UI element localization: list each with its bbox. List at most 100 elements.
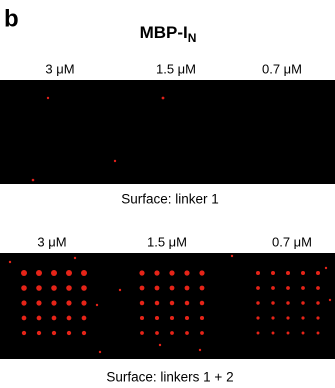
panel-title: MBP-IN (140, 23, 197, 45)
spot (81, 300, 86, 305)
microscopy-image (0, 80, 335, 184)
surface-caption: Surface: linkers 1 + 2 (106, 370, 233, 385)
spot (256, 286, 260, 290)
concentration-label: 1.5 μM (147, 234, 187, 249)
spot (52, 316, 57, 321)
spot (199, 270, 204, 275)
spot (271, 316, 274, 319)
concentration-label: 3 μM (37, 234, 66, 249)
spot (155, 331, 159, 335)
spot (185, 301, 189, 305)
concentration-label: 0.7 μM (272, 234, 312, 249)
spot (301, 286, 305, 290)
title-main: MBP-I (140, 23, 188, 42)
concentration-label: 3 μM (45, 61, 74, 76)
concentration-label: 0.7 μM (262, 61, 302, 76)
spot (139, 270, 144, 275)
spot (155, 316, 159, 320)
stray-spot (9, 261, 11, 263)
spot (154, 270, 159, 275)
spot (51, 285, 57, 291)
spot (37, 316, 42, 321)
spot (170, 316, 174, 320)
spot (286, 271, 290, 275)
spot (287, 332, 290, 335)
spot (51, 270, 57, 276)
microscopy-image (0, 253, 335, 359)
spot (155, 286, 160, 291)
spot (302, 332, 305, 335)
spot (256, 316, 259, 319)
stray-spot (199, 349, 201, 351)
spot (271, 271, 275, 275)
spot (67, 316, 72, 321)
spot (21, 270, 27, 276)
spot (140, 301, 144, 305)
spot (82, 316, 87, 321)
spot (140, 316, 144, 320)
stray-spot (74, 257, 76, 259)
stray-spot (325, 267, 327, 269)
spot (22, 316, 27, 321)
stray-spot (99, 351, 101, 353)
spot (66, 300, 71, 305)
spot (200, 316, 204, 320)
spot (66, 270, 72, 276)
spot (169, 270, 174, 275)
spot (170, 301, 174, 305)
spot (67, 331, 71, 335)
panel-letter: b (4, 5, 19, 32)
surface-caption: Surface: linker 1 (121, 192, 219, 207)
stray-spot (231, 255, 233, 257)
stray-spot (329, 299, 331, 301)
spot (22, 331, 26, 335)
spot (170, 286, 175, 291)
stray-spot (96, 304, 98, 306)
spot (36, 300, 41, 305)
spot (316, 316, 319, 319)
spot (271, 286, 275, 290)
spot (200, 286, 205, 291)
spot (37, 331, 41, 335)
spot (301, 271, 305, 275)
spot (81, 270, 87, 276)
spot (184, 270, 189, 275)
spot (272, 332, 275, 335)
spot (140, 286, 145, 291)
spot (286, 316, 289, 319)
spot (286, 286, 290, 290)
spot (316, 271, 320, 275)
spot (185, 331, 189, 335)
spot (81, 285, 87, 291)
spot (66, 285, 72, 291)
figure-panel: b MBP-IN 3 μM 1.5 μM 0.7 μM Surface: lin… (0, 0, 335, 388)
spot (316, 301, 319, 304)
spot (286, 301, 289, 304)
spot (36, 270, 42, 276)
stray-spot (159, 344, 161, 346)
spot (301, 316, 304, 319)
spot (256, 301, 259, 304)
spot (155, 301, 159, 305)
spot (256, 271, 260, 275)
spot (185, 286, 190, 291)
stray-spot (119, 289, 121, 291)
spot (36, 285, 42, 291)
concentration-label: 1.5 μM (156, 61, 196, 76)
spot (200, 331, 204, 335)
spot (21, 300, 26, 305)
spot (21, 285, 27, 291)
spot (185, 316, 189, 320)
spot (316, 286, 320, 290)
spot (317, 332, 320, 335)
spot (82, 331, 86, 335)
spot (51, 300, 56, 305)
spot (52, 331, 56, 335)
title-subscript: N (188, 31, 197, 45)
spot (257, 332, 260, 335)
spot (170, 331, 174, 335)
spot (271, 301, 274, 304)
spot (140, 331, 144, 335)
spot (200, 301, 204, 305)
spot (301, 301, 304, 304)
